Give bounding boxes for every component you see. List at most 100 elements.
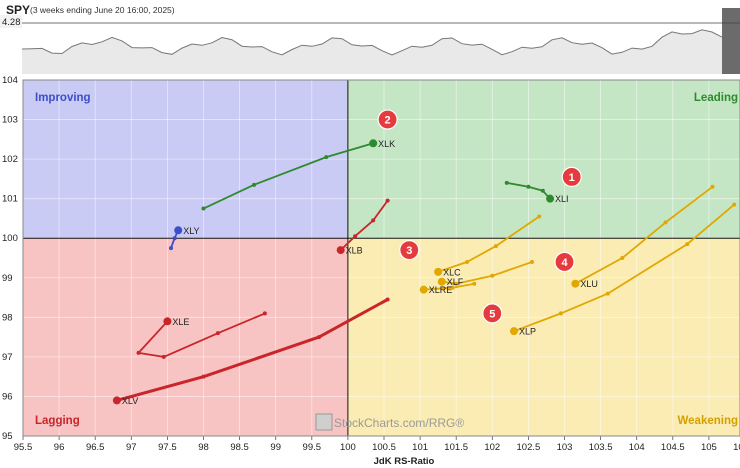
x-tick-label: 104.5 (661, 442, 685, 453)
series-tail-point (540, 188, 545, 193)
x-tick-label: 101 (412, 442, 428, 453)
callout-badge: 1 (561, 166, 582, 188)
x-tick-label: 96.5 (86, 442, 105, 453)
watermark: StockCharts.com/RRG® (315, 413, 464, 431)
series-label: XLV (122, 396, 138, 406)
y-tick-label: 96 (2, 391, 13, 402)
callout-badge-number: 5 (489, 308, 495, 320)
callout-badge: 2 (377, 109, 398, 130)
series-tail-line (339, 199, 389, 252)
series-tail-point (262, 311, 267, 316)
plot-border (22, 79, 740, 437)
callout-badge-number: 2 (385, 115, 391, 127)
series-tail-point (537, 214, 542, 219)
quadrant-label-weakening: Weakening (678, 415, 739, 427)
x-tick-label: 95.5 (14, 442, 33, 453)
series-xle[interactable]: XLE (136, 311, 267, 359)
series-xlre[interactable]: XLRE (419, 281, 477, 295)
series-head-marker (546, 194, 555, 203)
series-tail-point (454, 281, 459, 286)
y-tick-label: 101 (2, 194, 18, 205)
series-xlk[interactable]: XLK (201, 139, 396, 211)
x-tick-label: 104 (629, 442, 645, 453)
series-label: XLC (443, 267, 461, 277)
series-xlp[interactable]: XLP (509, 202, 737, 337)
series-xlc[interactable]: XLC (434, 214, 542, 277)
series-tail-point (732, 202, 737, 207)
series-tail-point (685, 242, 690, 247)
series-head-marker (174, 226, 183, 235)
series-label: XLRE (429, 285, 453, 295)
series-tail-point (385, 297, 390, 302)
y-tick-label: 98 (2, 312, 13, 323)
series-tail-point (504, 180, 509, 185)
y-axis-ticks: 104 103 102 101 100 99 98 97 96 95 (2, 75, 18, 442)
y-tick-label: 103 (2, 115, 18, 126)
watermark-logo-icon (315, 413, 333, 431)
series-tail-point (215, 331, 220, 336)
series-head-marker (112, 396, 121, 405)
x-tick-label: 101.5 (444, 442, 468, 453)
series-tail-point (605, 291, 610, 296)
callout-badge-circle (554, 251, 575, 273)
series-label: XLF (447, 277, 464, 287)
series-tail-point (169, 246, 174, 251)
x-tick-label: 98.5 (230, 442, 249, 453)
series-xly[interactable]: XLY (169, 226, 200, 251)
callout-badge: 3 (399, 239, 420, 261)
series-head-marker (437, 277, 446, 286)
series-tail-point (493, 244, 498, 249)
x-axis-ticks: 95.5 96 96.5 97 97.5 98 98.5 99 99.5 100 100.5 101 1… (14, 436, 740, 453)
series-xlf[interactable]: XLF (437, 259, 535, 287)
callout-badge: 4 (554, 251, 575, 273)
series-tail-point (317, 335, 322, 340)
quadrant-label-improving: Improving (35, 92, 91, 104)
badge-layer: 1 2 3 4 5 (377, 109, 582, 324)
series-xlv[interactable]: XLV (112, 297, 390, 406)
quadrant-label-leading: Leading (694, 92, 738, 104)
series-xlb[interactable]: XLB (336, 198, 390, 256)
series-tail-point (465, 259, 470, 264)
callout-badge-circle (482, 303, 503, 324)
callout-badge-circle (561, 166, 582, 188)
price-strip (21, 8, 740, 74)
series-tail-point (136, 350, 141, 355)
series-label: XLE (172, 317, 189, 327)
series-head-marker (509, 327, 518, 336)
series-tail-point (371, 218, 376, 223)
y-tick-label: 99 (2, 273, 13, 284)
price-strip-end-bar (722, 8, 740, 74)
series-tail-point (620, 256, 625, 260)
x-tick-label: 99.5 (303, 442, 322, 453)
x-tick-label: 100 (340, 442, 356, 453)
x-tick-label: 98 (198, 442, 209, 453)
series-head-marker (419, 285, 428, 294)
series-tail-point (172, 236, 177, 241)
x-tick-label: 96 (54, 442, 65, 453)
y-tick-label: 97 (2, 352, 13, 363)
x-tick-label: 99 (270, 442, 281, 453)
x-tick-label: 105.5 (733, 442, 740, 453)
series-tail-point (161, 354, 166, 359)
series-tail-point (385, 198, 390, 203)
x-axis-label: JdK RS-Ratio (374, 456, 435, 467)
series-xli[interactable]: XLI (504, 180, 569, 204)
x-tick-label: 97 (126, 442, 137, 453)
callout-badge-number: 4 (561, 257, 568, 269)
y-tick-label: 100 (2, 233, 18, 244)
quadrant-label-lagging: Lagging (35, 415, 80, 427)
x-tick-label: 97.5 (158, 442, 177, 453)
series-xlu[interactable]: XLU (571, 184, 715, 289)
series-label: XLY (183, 226, 199, 236)
series-tail-point (663, 220, 668, 225)
series-tail-point (710, 184, 715, 189)
quadrant-weakening (347, 238, 740, 436)
series-label: XLB (346, 246, 363, 256)
callout-badge-circle (399, 239, 420, 261)
price-label-box (0, 15, 22, 28)
x-tick-label: 100.5 (372, 442, 396, 453)
quadrant-lagging (23, 238, 348, 436)
x-tick-label: 103.5 (589, 442, 613, 453)
callout-badge-circle (377, 109, 398, 130)
